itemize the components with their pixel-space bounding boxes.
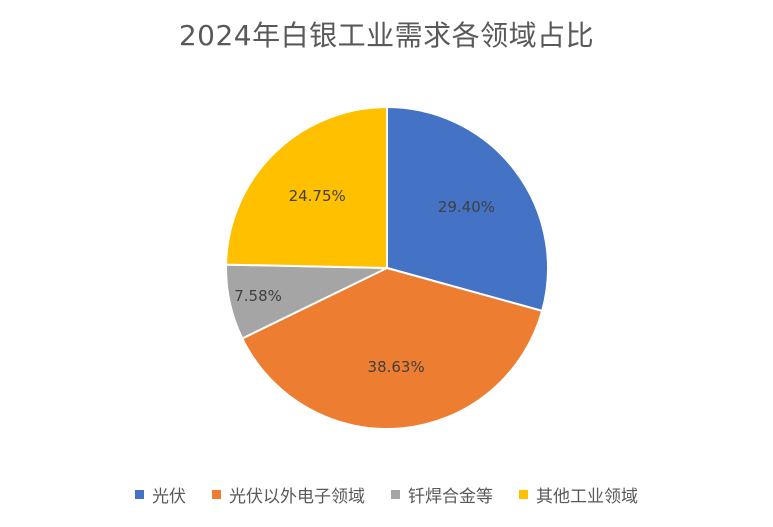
pie-slice-pv: [386, 105, 549, 313]
legend-label: 其他工业领域: [536, 487, 638, 507]
pie-data-label: 7.58%: [234, 287, 282, 305]
legend-label: 钎焊合金等: [408, 487, 493, 507]
legend-label: 光伏: [152, 487, 186, 507]
chart-legend: 光伏 光伏以外电子领域 钎焊合金等 其他工业领域: [0, 482, 773, 507]
pie-data-label: 24.75%: [289, 187, 346, 205]
pie-data-label: 38.63%: [368, 358, 425, 376]
legend-swatch: [212, 490, 221, 499]
legend-swatch: [391, 490, 400, 499]
legend-label: 光伏以外电子领域: [229, 487, 365, 507]
legend-item-other: 其他工业领域: [519, 482, 638, 507]
legend-swatch: [519, 490, 528, 499]
pie-slice-other: [225, 105, 388, 270]
legend-swatch: [135, 490, 144, 499]
pie-slice-electronics: [240, 266, 544, 430]
pie-data-label: 29.40%: [438, 198, 495, 216]
legend-item-electronics: 光伏以外电子领域: [212, 482, 365, 507]
chart-title: 2024年白银工业需求各领域占比: [178, 19, 595, 52]
legend-item-pv: 光伏: [135, 482, 186, 507]
legend-item-brazing: 钎焊合金等: [391, 482, 493, 507]
